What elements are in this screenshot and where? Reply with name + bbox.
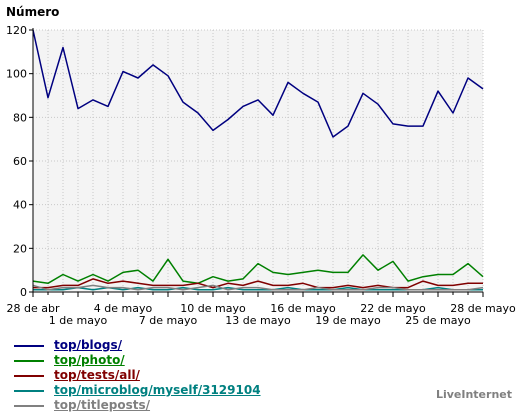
legend-label[interactable]: top/tests/all/ — [54, 368, 140, 382]
y-tick-label: 40 — [13, 199, 27, 212]
line-chart: 0 20 40 60 80 100 120 28 de abr 4 de mayo 10 de m… — [6, 5, 516, 327]
x-tick-label: 1 de mayo — [49, 314, 108, 327]
legend-swatch — [14, 359, 44, 362]
legend-item: top/microblog/myself/3129104 — [14, 383, 261, 398]
y-tick-label: 80 — [13, 111, 27, 124]
legend: top/blogs/top/photo/top/tests/all/top/mi… — [14, 338, 261, 413]
legend-swatch — [14, 374, 44, 377]
series-line-1 — [32, 254, 484, 285]
plot-area: 0 20 40 60 80 100 120 28 de abr 4 de mayo 10 de m… — [6, 24, 516, 327]
x-tick-label: 25 de mayo — [405, 314, 471, 327]
y-tick-label: 20 — [13, 242, 27, 255]
x-tick-label: 19 de mayo — [315, 314, 381, 327]
x-tick-label: 22 de mayo — [360, 302, 426, 315]
y-axis-label: Número — [6, 5, 59, 19]
legend-swatch — [14, 344, 44, 347]
x-tick-label: 7 de mayo — [139, 314, 198, 327]
legend-label[interactable]: top/blogs/ — [54, 338, 123, 352]
series-line-0 — [32, 29, 484, 138]
legend-label[interactable]: top/titleposts/ — [54, 398, 151, 412]
credit-label: LiveInternet — [435, 388, 512, 401]
y-tick-label: 0 — [20, 286, 27, 299]
x-tick-label: 28 de mayo — [450, 302, 516, 315]
x-tick-label: 16 de mayo — [270, 302, 336, 315]
legend-label[interactable]: top/photo/ — [54, 353, 125, 367]
legend-item: top/tests/all/ — [14, 368, 261, 383]
x-tick-label: 13 de mayo — [225, 314, 291, 327]
legend-item: top/photo/ — [14, 353, 261, 368]
x-tick-label: 28 de abr — [7, 302, 60, 315]
legend-item: top/blogs/ — [14, 338, 261, 353]
series-line-2 — [33, 278, 483, 289]
legend-item: top/titleposts/ — [14, 398, 261, 413]
legend-swatch — [14, 389, 44, 392]
y-tick-label: 100 — [6, 68, 27, 81]
x-tick-label: 4 de mayo — [94, 302, 153, 315]
y-tick-label: 60 — [13, 155, 27, 168]
series-line-4 — [32, 284, 484, 291]
legend-label[interactable]: top/microblog/myself/3129104 — [54, 383, 261, 397]
x-tick-label: 10 de mayo — [180, 302, 246, 315]
y-tick-label: 120 — [6, 24, 27, 37]
